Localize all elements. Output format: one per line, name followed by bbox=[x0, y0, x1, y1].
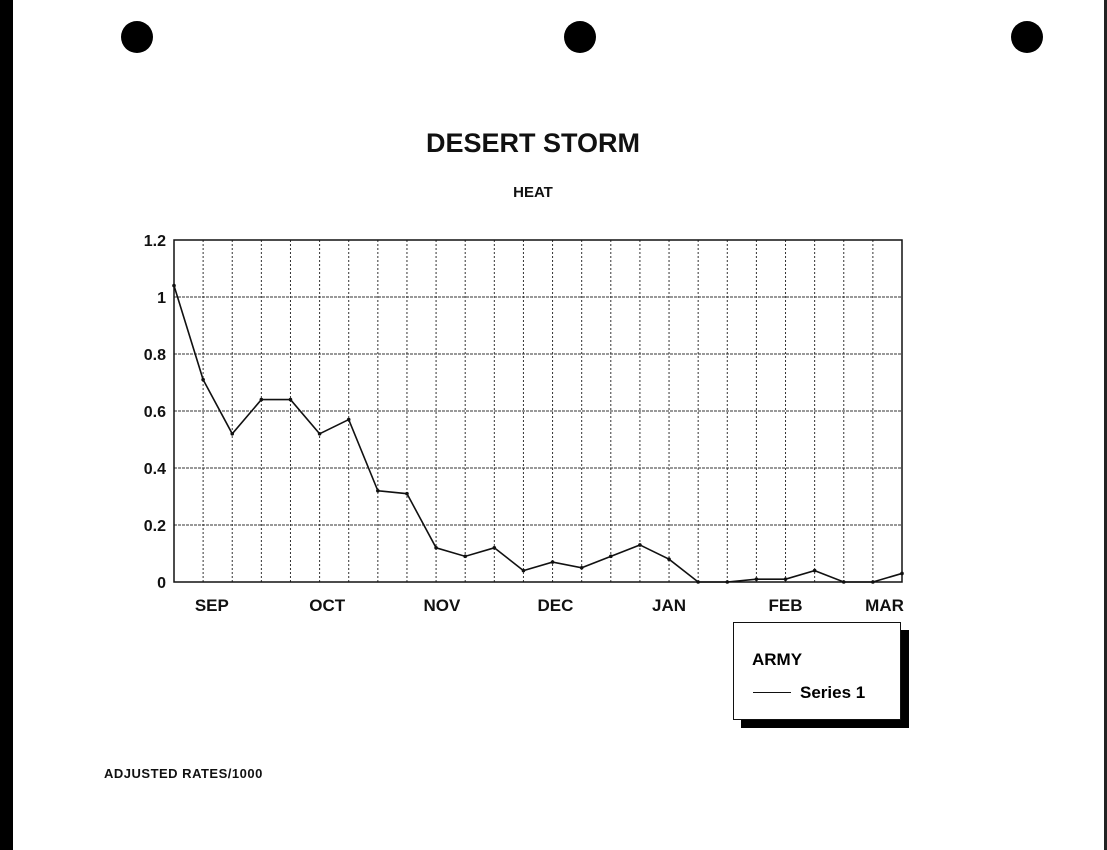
data-point bbox=[259, 397, 264, 402]
legend-title: ARMY bbox=[752, 650, 803, 669]
data-point bbox=[900, 571, 904, 576]
data-point bbox=[579, 565, 584, 570]
y-tick-label: 1.2 bbox=[144, 233, 166, 250]
data-point bbox=[871, 580, 875, 584]
y-tick-label: 0 bbox=[157, 575, 166, 592]
x-tick-label: SEP bbox=[195, 596, 229, 615]
data-point bbox=[638, 543, 642, 547]
x-tick-label: FEB bbox=[769, 596, 803, 615]
data-point bbox=[754, 577, 759, 581]
x-tick-label: NOV bbox=[423, 596, 461, 615]
data-point bbox=[609, 554, 613, 559]
y-tick-label: 1 bbox=[157, 290, 166, 307]
binder-hole bbox=[121, 21, 153, 53]
data-point bbox=[434, 546, 438, 550]
y-tick-label: 0.4 bbox=[144, 461, 166, 478]
plot-frame bbox=[173, 239, 903, 583]
data-point bbox=[346, 417, 351, 422]
legend-series-label: Series 1 bbox=[800, 683, 866, 702]
binder-hole bbox=[1011, 21, 1043, 53]
x-tick-label: MAR bbox=[865, 596, 904, 615]
data-point bbox=[492, 546, 497, 550]
data-point bbox=[725, 580, 730, 584]
data-point bbox=[376, 489, 380, 493]
x-tick-label: DEC bbox=[538, 596, 574, 615]
data-point bbox=[783, 577, 788, 581]
scan-edge-left bbox=[0, 0, 13, 850]
data-point bbox=[812, 568, 817, 573]
chart-subtitle: HEAT bbox=[513, 184, 553, 201]
x-tick-label: OCT bbox=[309, 596, 346, 615]
data-point bbox=[317, 432, 322, 436]
legend: ARMY Series 1 bbox=[733, 622, 901, 720]
data-point bbox=[841, 580, 846, 584]
scan-edge-right bbox=[1104, 0, 1107, 850]
footnote: ADJUSTED RATES/1000 bbox=[104, 766, 263, 781]
series-line bbox=[173, 285, 903, 583]
y-tick-label: 0.8 bbox=[144, 347, 166, 364]
data-point bbox=[288, 397, 293, 402]
y-tick-label: 0.2 bbox=[144, 518, 166, 535]
data-point bbox=[667, 557, 671, 561]
x-tick-label: JAN bbox=[652, 596, 686, 615]
y-tick-label: 0.6 bbox=[144, 404, 166, 421]
data-point bbox=[230, 432, 235, 436]
legend-series-swatch bbox=[753, 692, 791, 693]
data-point bbox=[521, 568, 526, 573]
data-point bbox=[405, 491, 409, 496]
data-point bbox=[463, 554, 468, 559]
binder-hole bbox=[564, 21, 596, 53]
data-point bbox=[172, 283, 176, 288]
chart-title: DESERT STORM bbox=[425, 128, 641, 158]
data-point bbox=[550, 560, 555, 564]
data-point bbox=[696, 580, 700, 584]
data-point bbox=[201, 377, 205, 382]
